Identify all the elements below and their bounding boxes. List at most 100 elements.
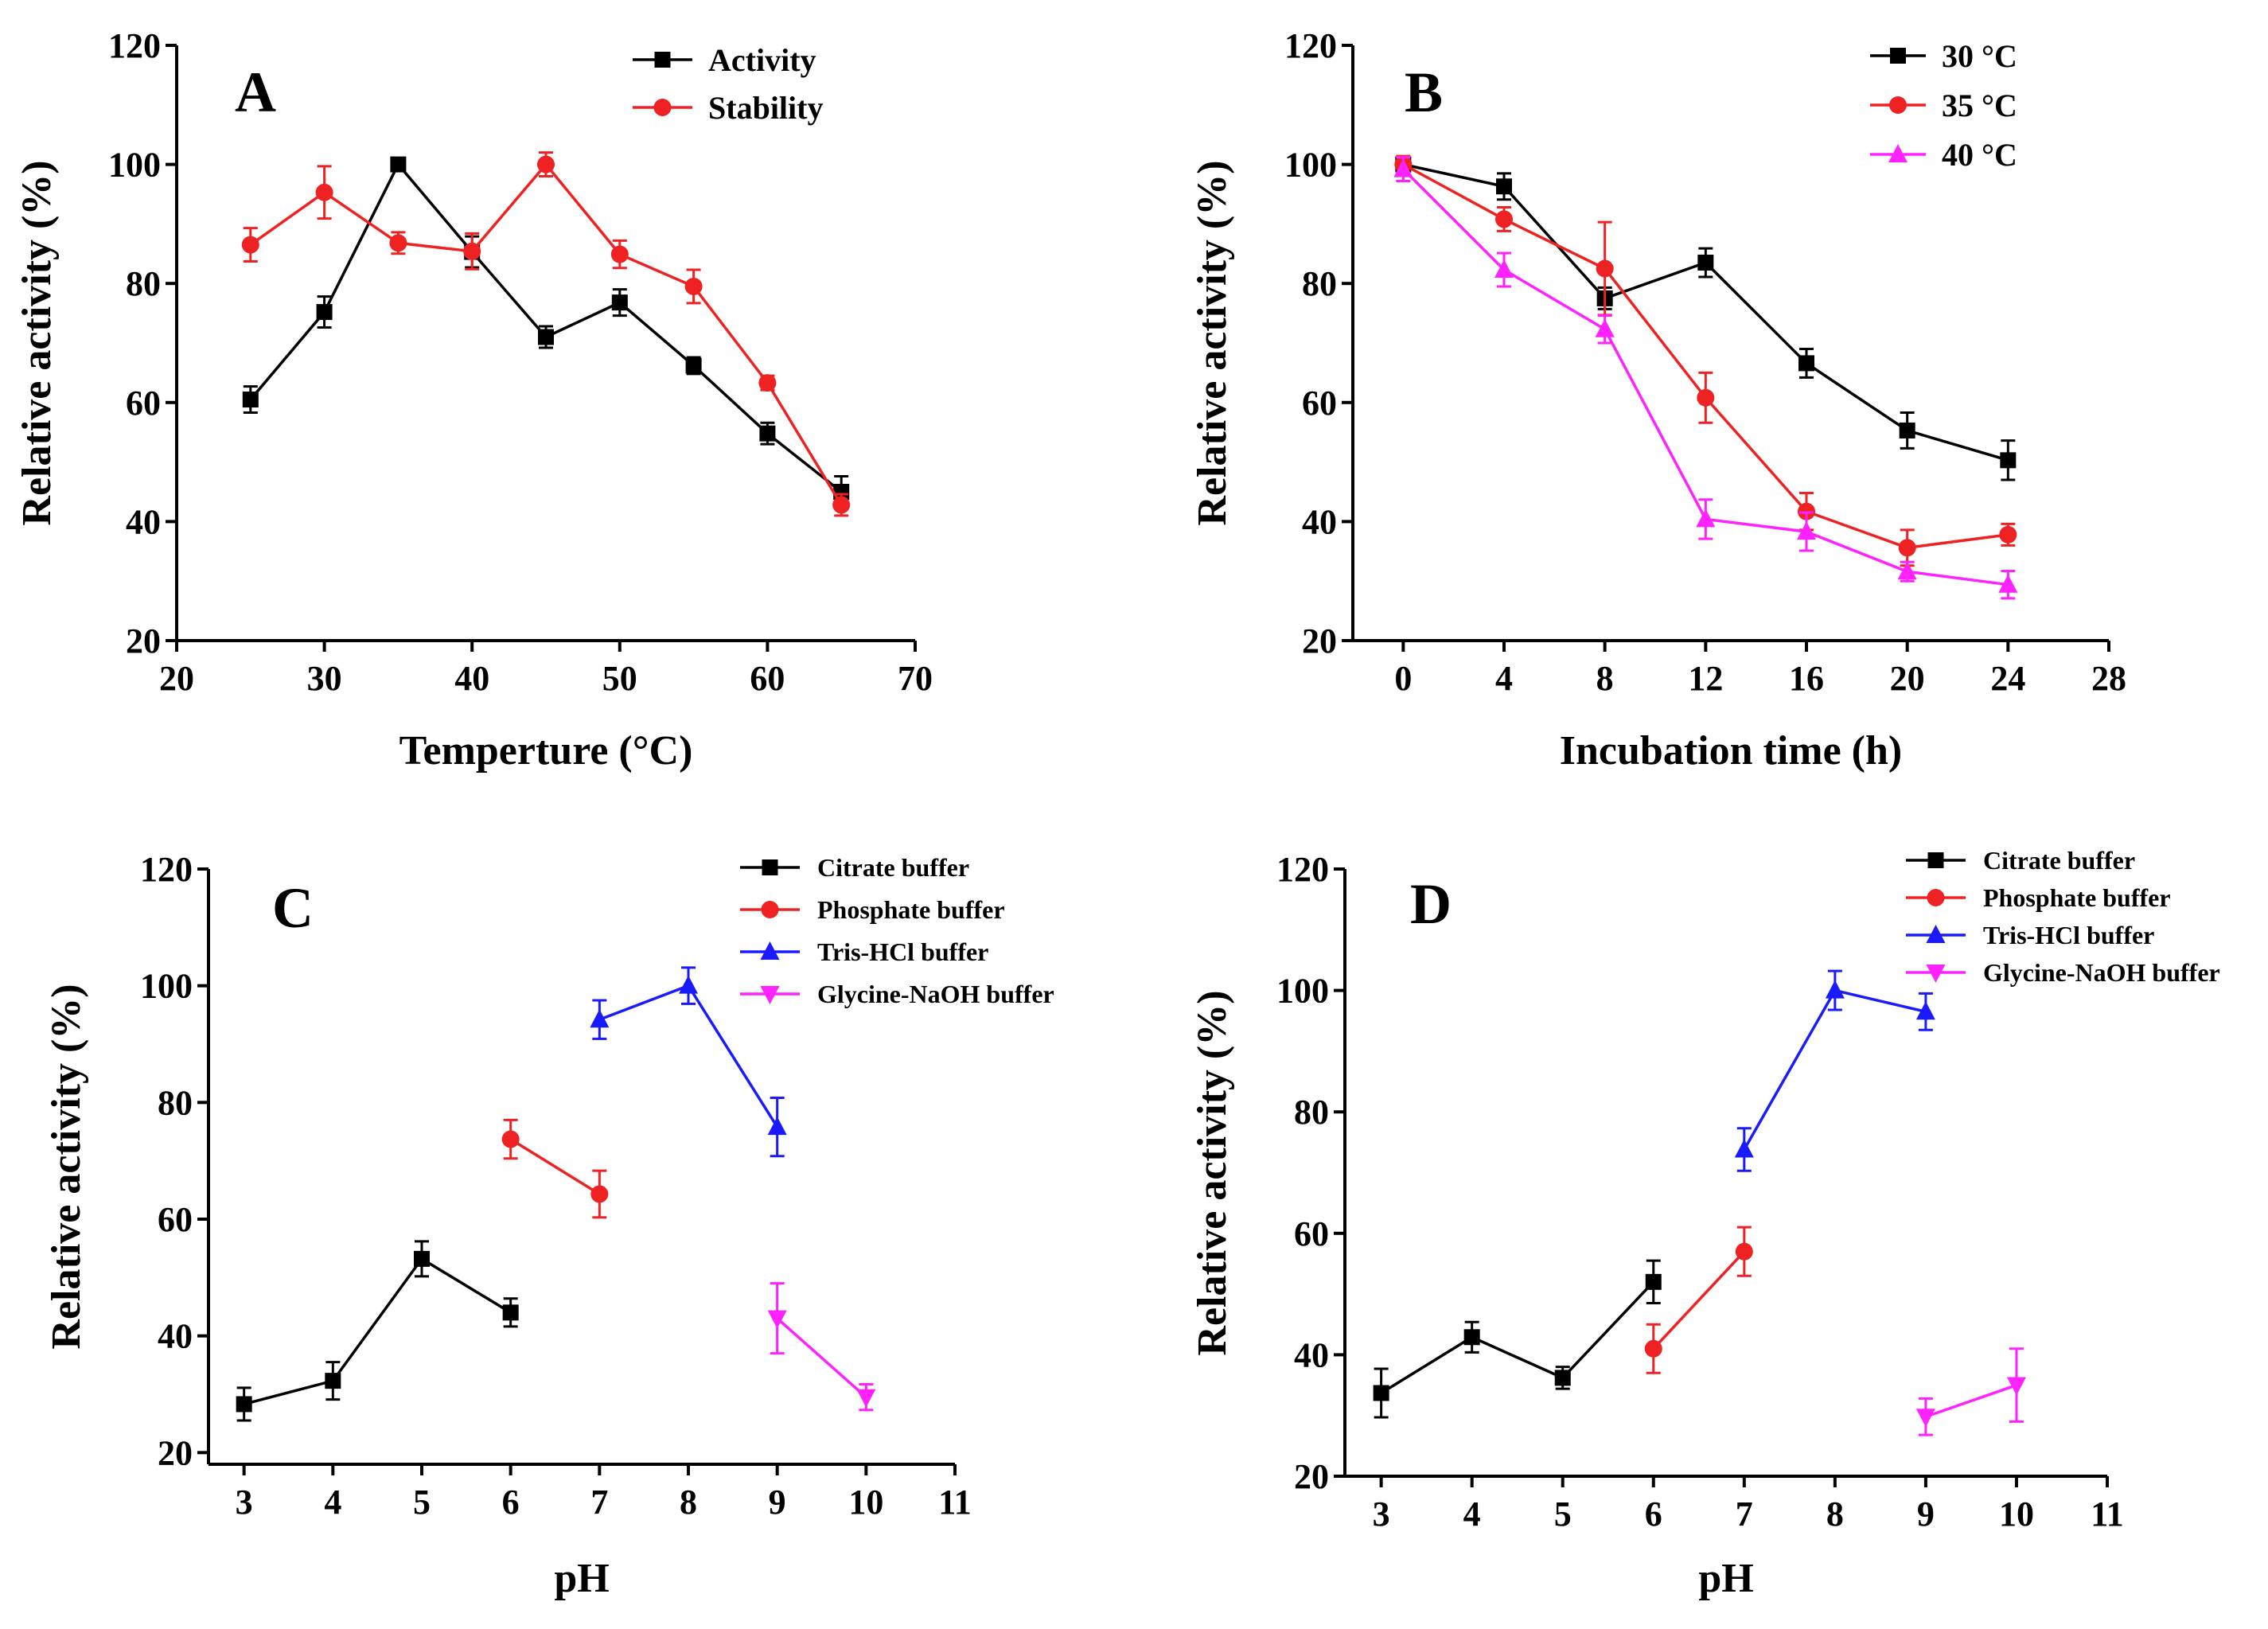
data-point bbox=[758, 374, 777, 392]
data-point bbox=[501, 1130, 520, 1148]
x-axis-label: Temperture (°C) bbox=[399, 728, 693, 774]
x-tick-label: 3 bbox=[236, 1483, 253, 1522]
series-tris-hcl-buffer: Tris-HCl buffer bbox=[1734, 921, 2154, 1172]
y-tick-label: 60 bbox=[126, 384, 161, 423]
x-axis-label: pH bbox=[554, 1556, 609, 1601]
data-point bbox=[590, 1009, 610, 1028]
x-tick-label: 20 bbox=[159, 659, 194, 698]
y-tick-label: 120 bbox=[1276, 850, 1329, 889]
legend-label: 40 °C bbox=[1942, 137, 2017, 173]
y-tick-label: 120 bbox=[108, 26, 161, 65]
y-axis-label: Relative activity (%) bbox=[1190, 990, 1235, 1355]
y-tick-label: 60 bbox=[1302, 384, 1337, 423]
panel-label: D bbox=[1410, 872, 1452, 936]
data-point bbox=[2006, 1377, 2026, 1396]
legend-label: Stability bbox=[708, 90, 823, 126]
series-citrate-buffer: Citrate buffer bbox=[236, 853, 969, 1422]
legend-marker bbox=[1889, 96, 1907, 114]
x-tick-label: 4 bbox=[1463, 1495, 1481, 1534]
data-point bbox=[537, 155, 555, 173]
series-line bbox=[1925, 1383, 2017, 1418]
legend-marker bbox=[1926, 925, 1946, 943]
data-point bbox=[1645, 1273, 1662, 1290]
panel-label: B bbox=[1405, 60, 1443, 124]
data-point bbox=[1798, 355, 1814, 372]
data-point bbox=[767, 1310, 787, 1329]
data-point bbox=[1595, 318, 1615, 337]
legend-label: Activity bbox=[708, 42, 816, 78]
data-point bbox=[1697, 255, 1714, 271]
legend-label: Citrate buffer bbox=[817, 853, 969, 882]
series-phosphate-buffer: Phosphate buffer bbox=[1644, 883, 2171, 1374]
x-tick-label: 6 bbox=[502, 1483, 520, 1522]
series-stability: Stability bbox=[241, 90, 851, 517]
data-point bbox=[767, 1117, 787, 1136]
x-tick-label: 8 bbox=[1596, 659, 1614, 698]
data-point bbox=[1825, 980, 1845, 999]
y-tick-label: 80 bbox=[1294, 1093, 1329, 1132]
y-tick-label: 40 bbox=[158, 1317, 193, 1356]
y-axis-label: Relative activity (%) bbox=[14, 160, 60, 525]
data-point bbox=[1998, 574, 2018, 593]
series-35-c: 35 °C bbox=[1394, 88, 2017, 567]
series-phosphate-buffer: Phosphate buffer bbox=[501, 895, 1005, 1219]
data-point bbox=[241, 236, 259, 254]
y-tick-label: 80 bbox=[1302, 264, 1337, 303]
legend-label: Phosphate buffer bbox=[817, 895, 1005, 924]
x-tick-label: 40 bbox=[454, 659, 489, 698]
y-tick-label: 40 bbox=[1294, 1335, 1329, 1374]
data-point bbox=[1735, 1242, 1753, 1261]
data-point bbox=[1596, 259, 1614, 278]
legend-label: Phosphate buffer bbox=[1983, 883, 2171, 912]
legend-label: Glycine-NaOH buffer bbox=[1983, 958, 2220, 987]
x-tick-label: 7 bbox=[1736, 1495, 1753, 1534]
data-point bbox=[1897, 561, 1917, 580]
legend-label: Citrate buffer bbox=[1983, 846, 2135, 875]
y-tick-label: 120 bbox=[1284, 26, 1337, 65]
y-tick-label: 80 bbox=[126, 264, 161, 303]
data-point bbox=[590, 1185, 609, 1203]
legend-marker bbox=[654, 52, 671, 68]
y-tick-label: 40 bbox=[126, 502, 161, 541]
y-tick-label: 120 bbox=[140, 850, 193, 889]
x-tick-label: 10 bbox=[848, 1483, 883, 1522]
legend-marker bbox=[760, 941, 780, 960]
x-tick-label: 16 bbox=[1789, 659, 1824, 698]
data-point bbox=[684, 277, 703, 295]
x-tick-label: 9 bbox=[769, 1483, 786, 1522]
legend-marker bbox=[1890, 48, 1906, 64]
panel-d: 20 40 60 80 100 120 3 4 5 6 7 8 9 10 11 pH Relative acti… bbox=[1190, 846, 2220, 1601]
data-point bbox=[1554, 1370, 1571, 1386]
data-point bbox=[610, 245, 629, 263]
data-point bbox=[1463, 1329, 1480, 1346]
x-tick-label: 24 bbox=[1990, 659, 2025, 698]
x-tick-label: 8 bbox=[680, 1483, 697, 1522]
series-tris-hcl-buffer: Tris-HCl buffer bbox=[590, 937, 988, 1158]
data-point bbox=[2000, 452, 2017, 469]
x-tick-label: 4 bbox=[324, 1483, 341, 1522]
x-tick-label: 0 bbox=[1394, 659, 1412, 698]
data-point bbox=[1496, 178, 1512, 195]
x-tick-label: 3 bbox=[1373, 1495, 1390, 1534]
legend-marker bbox=[653, 99, 672, 116]
legend-label: 35 °C bbox=[1942, 88, 2017, 123]
x-tick-label: 50 bbox=[602, 659, 637, 698]
data-point bbox=[1495, 210, 1513, 228]
data-point bbox=[242, 392, 259, 408]
x-tick-label: 12 bbox=[1688, 659, 1723, 698]
legend-marker bbox=[760, 986, 780, 1004]
x-tick-label: 5 bbox=[1554, 1495, 1572, 1534]
x-tick-label: 4 bbox=[1495, 659, 1513, 698]
data-point bbox=[1915, 1409, 1935, 1428]
x-axis-label: Incubation time (h) bbox=[1560, 728, 1902, 774]
data-point bbox=[1697, 388, 1715, 407]
legend-marker bbox=[761, 901, 779, 918]
panel-b: 20 40 60 80 100 120 0 4 8 12 16 20 24 28 Incubation ti… bbox=[1190, 26, 2126, 774]
legend-label: 30 °C bbox=[1942, 38, 2017, 74]
data-point bbox=[1899, 422, 1915, 438]
legend-marker bbox=[1926, 965, 1946, 983]
series-line bbox=[509, 1138, 601, 1195]
x-tick-label: 60 bbox=[750, 659, 785, 698]
data-point bbox=[325, 1373, 341, 1389]
